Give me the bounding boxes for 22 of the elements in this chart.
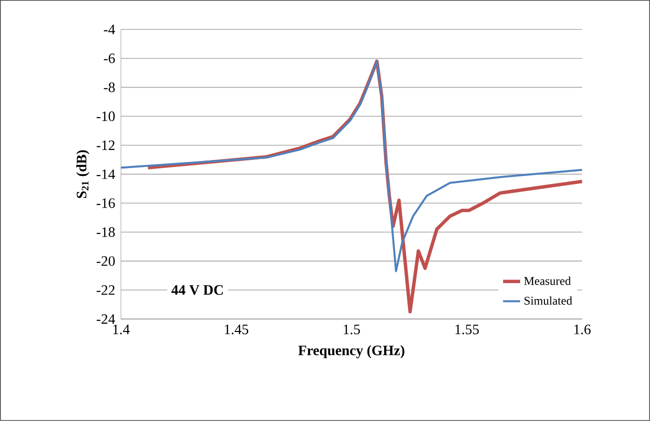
x-tick-label: 1.55 xyxy=(456,324,479,334)
y-axis-title: S$_{21}$ (dB) xyxy=(76,150,90,198)
line-series xyxy=(120,60,584,272)
y-tick-label: -10 xyxy=(96,111,115,122)
y-tick-label: -12 xyxy=(96,140,114,150)
y-tick-label: -14 xyxy=(96,169,116,179)
x-axis-title: Frequency (GHz) xyxy=(298,345,404,358)
x-tick-label: 1.4 xyxy=(113,324,130,334)
y-tick-label: -4 xyxy=(104,24,116,34)
legend-label: Simulated xyxy=(524,296,572,305)
y-tick-label: -16 xyxy=(96,198,115,208)
y-tick-label: -8 xyxy=(104,82,115,92)
annotation: 44 V DC xyxy=(171,285,223,295)
x-tick-label: 1.45 xyxy=(224,324,248,334)
x-tick-label: 1.5 xyxy=(344,324,360,334)
y-tick-label: -18 xyxy=(96,227,115,237)
y-tick-label: -24 xyxy=(96,314,116,324)
x-tick-label: 1.6 xyxy=(574,324,591,334)
y-tick-label: -22 xyxy=(96,285,114,295)
legend-label: Measured xyxy=(524,276,571,286)
y-tick-label: -20 xyxy=(96,256,115,266)
y-tick-label: -6 xyxy=(104,54,115,64)
